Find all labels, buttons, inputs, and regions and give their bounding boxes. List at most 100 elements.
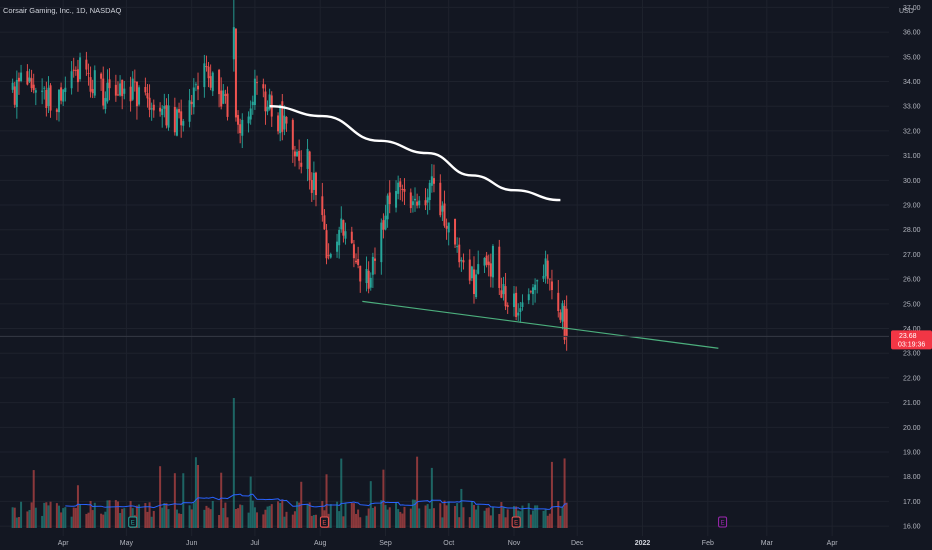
- volume-bar: [207, 507, 210, 528]
- candle-body: [561, 303, 564, 322]
- volume-bar: [350, 503, 353, 528]
- volume-bar: [41, 515, 44, 528]
- volume-bar: [15, 517, 18, 528]
- candle-body: [519, 308, 522, 313]
- candle-body: [340, 218, 343, 230]
- volume-bar: [241, 505, 244, 528]
- candle-body: [133, 81, 136, 83]
- volume-bar: [314, 514, 317, 528]
- volume-bar: [546, 515, 549, 528]
- candle-body: [321, 196, 324, 215]
- earnings-marker-label: E: [131, 521, 135, 527]
- price-tick-label: 37.00: [903, 5, 921, 12]
- time-tick-label: Jun: [186, 540, 197, 547]
- price-tick-label: 33.00: [903, 104, 921, 111]
- volume-bar: [430, 467, 433, 528]
- candle-body: [445, 225, 448, 229]
- price-scale-background[interactable]: [891, 0, 932, 550]
- volume-bar: [55, 503, 58, 528]
- candle-body: [359, 265, 362, 282]
- volume-bar: [167, 509, 170, 528]
- volume-bar: [146, 511, 149, 528]
- candle-body: [144, 86, 147, 93]
- candle-body: [491, 245, 494, 278]
- volume-bar: [342, 516, 345, 528]
- trendline[interactable]: [362, 300, 719, 349]
- volume-bar: [382, 469, 385, 528]
- volume-bar: [197, 464, 200, 528]
- candle-body: [45, 89, 48, 108]
- volume-bar: [203, 509, 206, 528]
- candle-body: [308, 151, 311, 181]
- candle-body: [108, 79, 111, 89]
- candle-body: [15, 79, 18, 108]
- volume-bar: [205, 505, 208, 528]
- price-scale: 16.00 17.00 18.00 19.00 20.00 21.00 22.00 23.00…: [903, 5, 921, 531]
- volume-bar: [175, 509, 178, 528]
- price-tick-label: 24.00: [903, 326, 921, 333]
- candle-body: [365, 268, 368, 283]
- volume-bar: [119, 513, 122, 528]
- volume-bar: [371, 507, 374, 528]
- earnings-marker: [319, 516, 329, 528]
- candle-body: [226, 93, 229, 117]
- volume-bar: [542, 510, 545, 528]
- candle-body: [279, 104, 282, 134]
- candle-body: [296, 151, 299, 157]
- time-tick-label: Apr: [58, 540, 70, 547]
- volume-bar: [192, 502, 195, 528]
- volume-bar: [462, 507, 465, 528]
- time-tick-label: Oct: [443, 540, 454, 547]
- candle-body: [211, 72, 214, 92]
- candle-body: [281, 101, 284, 132]
- volume-bar: [373, 506, 376, 528]
- volume-bar: [340, 458, 343, 528]
- candle-body: [209, 76, 212, 88]
- time-tick-label: 2022: [635, 540, 651, 547]
- candle-body: [62, 89, 65, 102]
- candle-body: [470, 266, 473, 279]
- volume-bar: [424, 505, 427, 528]
- volume-bar: [237, 508, 240, 528]
- volume-bar: [218, 515, 221, 528]
- candle-body: [498, 246, 501, 288]
- candle-body: [369, 277, 372, 288]
- candle-body: [121, 79, 124, 97]
- volume-bar: [114, 500, 117, 528]
- volume-bar: [531, 510, 534, 528]
- volume-bar: [222, 507, 225, 528]
- volume-bar: [414, 499, 417, 528]
- candle-body: [175, 109, 178, 136]
- candle-body: [106, 82, 109, 102]
- candle-body: [310, 179, 313, 193]
- candle-body: [116, 94, 119, 96]
- candle-body: [388, 192, 391, 205]
- candle-body: [515, 292, 518, 318]
- volume-bar: [45, 502, 48, 528]
- volume-bar: [352, 503, 355, 528]
- volume-bar: [477, 505, 480, 528]
- time-tick-label: Apr: [827, 540, 839, 547]
- candle-body: [458, 244, 461, 263]
- volume-bar: [249, 476, 252, 528]
- candle-body: [43, 87, 46, 89]
- candle-body: [256, 82, 259, 84]
- volume-bar: [432, 508, 435, 528]
- earnings-marker-label: E: [514, 521, 518, 527]
- candle-body: [367, 270, 370, 289]
- volume-bar: [456, 503, 459, 528]
- candle-body: [32, 84, 35, 91]
- candle-body: [384, 215, 387, 230]
- candle-body: [138, 87, 141, 105]
- volume-bar: [500, 502, 503, 528]
- volume-bar: [163, 502, 166, 528]
- volume-bar: [60, 512, 63, 528]
- volume-bar: [468, 517, 471, 528]
- volume-bar: [487, 507, 490, 528]
- candle-body: [468, 259, 471, 281]
- volume-bar: [321, 501, 324, 528]
- volume-bar: [369, 481, 372, 528]
- candle-body: [409, 192, 412, 209]
- candle-body: [462, 260, 465, 263]
